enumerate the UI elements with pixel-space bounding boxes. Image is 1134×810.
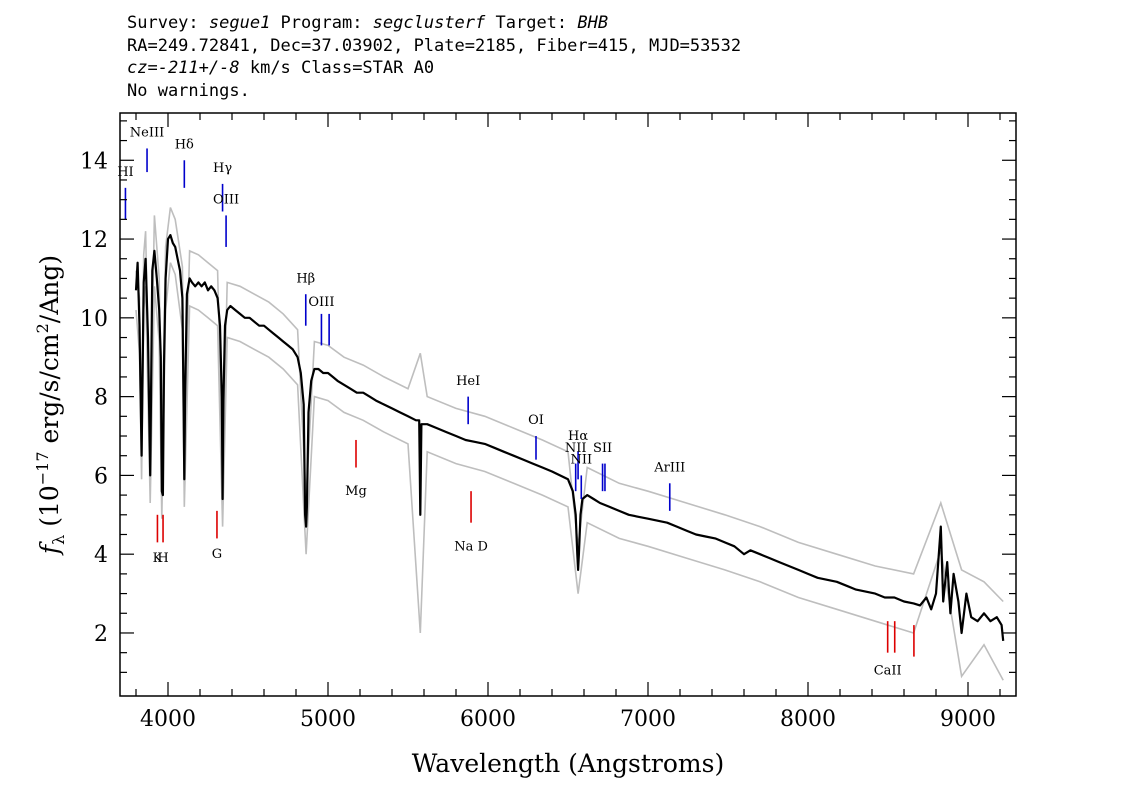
emission-line-label: OIII (308, 295, 334, 310)
cz-label: cz= (127, 58, 158, 78)
y-title-exp1: −17 (33, 451, 52, 485)
x-tick-label: 8000 (780, 707, 836, 732)
x-tick-label: 6000 (460, 707, 516, 732)
emission-line-label: NeIII (130, 126, 164, 141)
x-tick-label: 5000 (300, 707, 356, 732)
absorption-line-label: Na D (454, 539, 488, 554)
y-tick-label: 8 (94, 386, 108, 411)
survey-value: segue1 (208, 13, 271, 33)
absorption-line-label: H (157, 551, 168, 566)
flux-series-line (134, 234, 1005, 642)
plot-layer: HINeIIIHδHγOIIIHβOIIIHeIOINIIHαNIISIIArI… (117, 126, 1005, 681)
x-tick-label: 7000 (620, 707, 676, 732)
target-label: Target: (485, 13, 578, 33)
emission-line-label: SII (593, 441, 612, 456)
absorption-line-label: G (212, 547, 222, 562)
absorption-line-label: K (153, 551, 163, 566)
target-value: BHB (577, 13, 609, 33)
program-label: Program: (270, 13, 373, 33)
header-line-coordinates: RA=249.72841, Dec=37.03902, Plate=2185, … (127, 35, 742, 56)
y-tick-label: 2 (94, 622, 108, 647)
y-title-exp2: 2 (33, 323, 52, 333)
y-axis-title: fλ (10−17 erg/s/cm2/Ang) (33, 255, 68, 556)
y-tick-label: 14 (80, 149, 108, 174)
axis-ticks: 4000 5000 6000 7000 8000 9000 2 4 6 8 10 12 14 (80, 113, 1016, 732)
absorption-line-label: Mg (345, 484, 367, 499)
y-title-pre: (10 (35, 485, 64, 535)
emission-line-label: HI (117, 165, 133, 180)
y-title-post: /Ang) (35, 255, 64, 323)
absorption-line-label: CaII (874, 663, 902, 678)
emission-line-label: Hβ (296, 271, 315, 286)
spectrum-header: Survey: segue1 Program: segclusterf Targ… (127, 12, 741, 102)
y-title-lambda: λ (49, 535, 68, 545)
class-text: km/s Class=STAR A0 (239, 58, 435, 78)
emission-line-label: Hα (568, 429, 588, 444)
y-tick-label: 4 (94, 543, 108, 568)
y-tick-label: 12 (80, 228, 108, 253)
emission-line-label: NII (565, 441, 587, 456)
y-tick-label: 6 (94, 464, 108, 489)
x-tick-label: 9000 (940, 707, 996, 732)
header-line-redshift: cz=-211+/-8 km/s Class=STAR A0 (127, 57, 741, 80)
emission-line-label: Hγ (213, 161, 232, 176)
header-line-survey: Survey: segue1 Program: segclusterf Targ… (127, 12, 741, 35)
x-tick-label: 4000 (140, 707, 196, 732)
cz-value: -211+/-8 (157, 58, 240, 78)
emission-line-label: Hδ (175, 137, 194, 152)
emission-line-label: OI (528, 413, 544, 428)
survey-label: Survey: (127, 13, 209, 33)
y-tick-label: 10 (80, 307, 108, 332)
program-value: segclusterf (372, 13, 486, 33)
emission-line-label: ArIII (653, 460, 685, 475)
emission-line-label: OIII (213, 193, 239, 208)
plot-frame (119, 112, 1017, 697)
emission-line-label: NII (570, 453, 592, 468)
x-axis-title: Wavelength (Angstroms) (412, 749, 724, 778)
error-series-line (135, 207, 1004, 603)
y-title-mid: erg/s/cm (35, 333, 64, 451)
header-line-warnings: No warnings. (127, 80, 250, 101)
emission-line-label: HeI (456, 374, 480, 389)
y-title-f: f (35, 541, 64, 556)
